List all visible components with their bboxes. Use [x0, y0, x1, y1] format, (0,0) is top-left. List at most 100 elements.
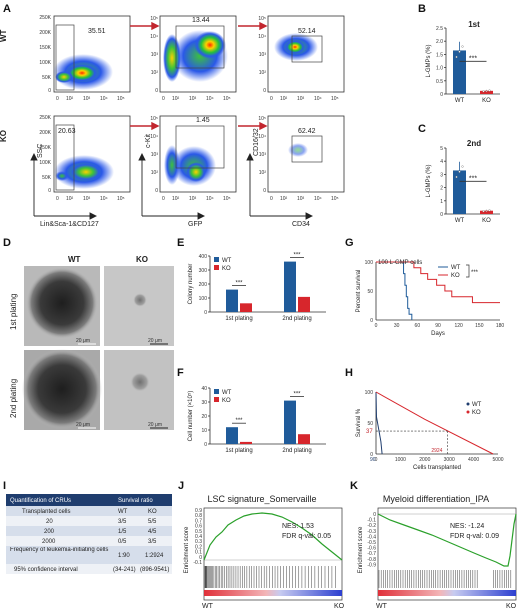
- bar-wt: [226, 427, 238, 444]
- svg-text:10³: 10³: [189, 196, 197, 202]
- x-tick-label: KO: [482, 98, 491, 104]
- significance-label: ***: [469, 175, 477, 182]
- panel-label-i: I: [3, 480, 6, 492]
- svg-text:10⁴: 10⁴: [100, 96, 108, 102]
- svg-text:0: 0: [263, 188, 266, 194]
- significance-bracket: [466, 264, 470, 278]
- survival-line-wt: [376, 261, 413, 320]
- gsea-k-right: KO: [506, 603, 517, 610]
- svg-text:10⁴: 10⁴: [206, 196, 214, 202]
- svg-text:10⁴: 10⁴: [150, 34, 158, 40]
- gsea-k: Myeloid differentiation_IPA Enrichment s…: [358, 494, 517, 610]
- x-tick-label: 2nd plating: [282, 448, 311, 454]
- svg-text:0: 0: [48, 188, 51, 194]
- bar-wt: [284, 261, 296, 312]
- y-tick-label: 40: [201, 386, 207, 392]
- y-tick-label: 300: [199, 268, 208, 274]
- svg-text:1:90: 1:90: [118, 553, 130, 559]
- y-tick-label: 0.7: [195, 518, 202, 524]
- panel-label-g: G: [345, 237, 354, 249]
- y-tick-label: 0.6: [195, 524, 202, 530]
- axis-ssc: SSC: [37, 144, 44, 158]
- svg-text:1:2924: 1:2924: [145, 553, 164, 559]
- y-tick-label: 0.8: [195, 513, 202, 519]
- gsea-j-yticks: 0.90.80.70.60.50.40.30.20.10-0.1: [193, 508, 202, 566]
- svg-text:200K: 200K: [39, 30, 51, 36]
- data-point: [485, 209, 488, 212]
- svg-text:0/5: 0/5: [118, 539, 127, 545]
- svg-text:0: 0: [162, 196, 165, 202]
- flow-plot-wt-3: 52.14: [267, 15, 345, 93]
- y-tick-label: 200: [199, 282, 208, 288]
- y-tick-label: 0: [370, 452, 373, 458]
- gsea-j-curve: [203, 512, 343, 561]
- x-tick-label: 2000: [419, 457, 430, 463]
- legend-swatch: [466, 410, 470, 414]
- panel-label-c: C: [418, 123, 426, 135]
- gsea-j-fdr: FDR q-val: 0.05: [282, 533, 331, 540]
- data-point: [485, 89, 488, 92]
- chart-b: 1st 0 0.5 1.0 1.5 2.0 2.5 L-GMPs (%) WT KO ***: [426, 20, 500, 104]
- y-tick-label: 2.5: [436, 26, 443, 32]
- table-row: 200: [44, 529, 55, 535]
- svg-text:0: 0: [48, 88, 51, 94]
- axis-ckit: c-Kit: [145, 134, 152, 148]
- y-tick-label: 50: [367, 421, 373, 427]
- data-point: [482, 90, 485, 93]
- y-tick-label: -0.9: [367, 562, 376, 568]
- svg-text:10⁵: 10⁵: [331, 196, 339, 202]
- y-tick-label: 4: [440, 159, 443, 165]
- y-tick-label: 5: [440, 146, 443, 152]
- y-tick-label: -0.5: [367, 540, 376, 546]
- legend-label: WT: [472, 402, 482, 408]
- svg-text:10⁵: 10⁵: [117, 96, 125, 102]
- svg-text:10⁵: 10⁵: [223, 196, 231, 202]
- svg-text:10²: 10²: [259, 170, 267, 176]
- flow-plot-wt-2: 13.44: [159, 15, 237, 93]
- y-axis-label: Colony number: [188, 264, 194, 305]
- x-tick-label: 2nd plating: [282, 316, 311, 322]
- svg-text:10⁵: 10⁵: [223, 96, 231, 102]
- table-row: 95% confidence interval: [14, 567, 78, 573]
- x-tick-label: 4000: [468, 457, 479, 463]
- bar-ko: [240, 441, 252, 444]
- bar-ko: [298, 296, 310, 312]
- flow-plot-ko-3: 62.42: [267, 115, 345, 193]
- svg-text:10⁴: 10⁴: [314, 196, 322, 202]
- svg-text:1/5: 1/5: [118, 529, 127, 535]
- svg-text:10³: 10³: [259, 52, 267, 58]
- x-tick-label: 1000: [395, 457, 406, 463]
- gate-value-ko-3: 62.42: [298, 128, 316, 135]
- svg-text:100K: 100K: [39, 160, 51, 166]
- svg-text:10³: 10³: [297, 196, 305, 202]
- gsea-j-hits: [204, 566, 336, 588]
- chart-annotation: 100 L-GMP cells: [378, 260, 422, 266]
- x-tick-label: 0: [375, 457, 378, 463]
- svg-text:10⁵: 10⁵: [150, 116, 158, 122]
- svg-text:250K: 250K: [39, 115, 51, 121]
- gsea-j-right: KO: [334, 603, 345, 610]
- row-label-ko: KO: [0, 130, 8, 142]
- gsea-j-ylabel: Enrichment score: [184, 526, 190, 573]
- x-tick-label: KO: [482, 218, 491, 224]
- y-tick-label: -0.6: [367, 546, 376, 552]
- gate-value-ko-2: 1.45: [196, 117, 210, 124]
- legend-label: WT: [222, 258, 232, 264]
- gsea-k-hits: 0-0.1-0.2-0.3-0.4-0.5-0.6-0.7-0.8-0.9: [367, 512, 512, 588]
- svg-text:10⁵: 10⁵: [258, 116, 266, 122]
- gsea-j-nes: NES: 1.53: [282, 523, 314, 530]
- gate-value-wt-3: 52.14: [298, 28, 316, 35]
- significance-label: ***: [235, 418, 243, 424]
- data-point: [458, 50, 461, 53]
- significance-label: ***: [235, 281, 243, 287]
- dilution-line-wt: [375, 391, 383, 455]
- x-tick-label: WT: [455, 98, 465, 104]
- colony-col-wt: WT: [68, 255, 81, 264]
- x-tick-label: 60: [415, 323, 421, 329]
- svg-text:10³: 10³: [189, 96, 197, 102]
- y-axis-label: L-GMPs (%): [426, 164, 432, 197]
- gsea-j: LSC signature_Somervaille Enrichment sco…: [184, 494, 345, 610]
- data-point: [482, 210, 485, 213]
- y-tick-label: -0.1: [193, 560, 202, 566]
